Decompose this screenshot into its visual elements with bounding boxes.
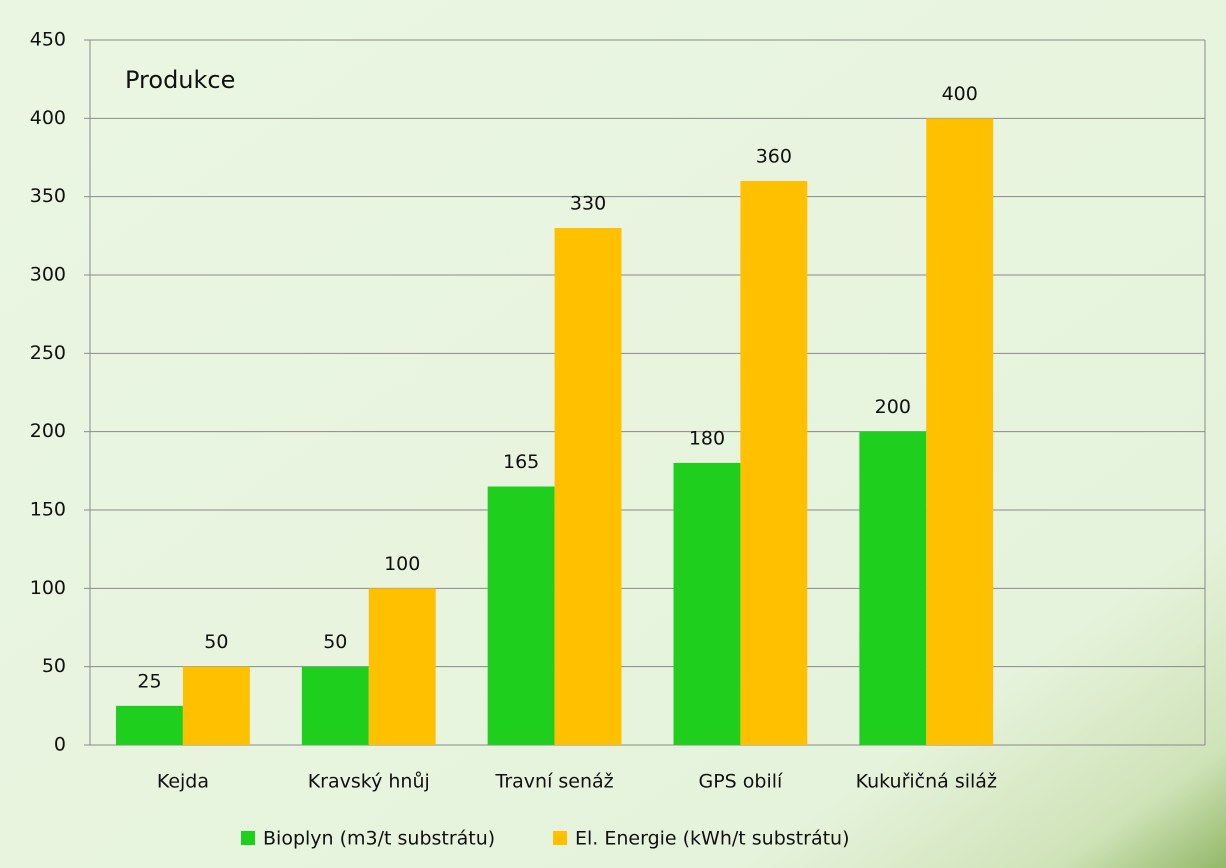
bar: [182, 666, 250, 745]
legend-label: Bioplyn (m3/t substrátu): [263, 828, 495, 850]
x-tick-label: Travní senáž: [495, 771, 614, 793]
x-tick-label: GPS obilí: [699, 771, 784, 793]
bar: [368, 588, 436, 745]
y-tick-label: 150: [30, 499, 66, 521]
value-label: 165: [503, 451, 539, 473]
bar: [926, 118, 994, 746]
y-tick-label: 100: [30, 577, 66, 599]
y-tick-label: 0: [54, 734, 66, 756]
bar: [859, 431, 927, 745]
value-label: 50: [204, 631, 228, 653]
y-tick-label: 350: [30, 185, 66, 207]
legend-swatch: [241, 831, 255, 845]
bar: [116, 705, 183, 745]
x-tick-label: Kukuřičná siláž: [856, 771, 997, 793]
x-tick-label: Kravský hnůj: [308, 771, 430, 793]
legend-label: El. Energie (kWh/t substrátu): [575, 828, 850, 850]
bar: [301, 666, 369, 745]
legend-swatch: [553, 831, 567, 845]
y-tick-label: 50: [42, 655, 66, 677]
value-label: 360: [756, 146, 792, 168]
value-label: 330: [570, 193, 606, 215]
bar: [673, 463, 741, 745]
bar: [740, 181, 808, 745]
bar: [554, 228, 622, 745]
x-tick-label: Kejda: [157, 771, 209, 793]
value-label: 200: [875, 396, 911, 418]
value-label: 100: [384, 553, 420, 575]
bar: [487, 486, 555, 745]
y-tick-label: 250: [30, 342, 66, 364]
value-label: 180: [689, 428, 725, 450]
value-label: 50: [323, 631, 347, 653]
value-label: 400: [942, 83, 978, 105]
annotation: Produkce: [125, 66, 235, 94]
y-tick-label: 200: [30, 420, 66, 442]
y-tick-label: 450: [30, 29, 66, 51]
y-tick-label: 400: [30, 107, 66, 129]
y-tick-label: 300: [30, 264, 66, 286]
value-label: 25: [137, 670, 161, 692]
